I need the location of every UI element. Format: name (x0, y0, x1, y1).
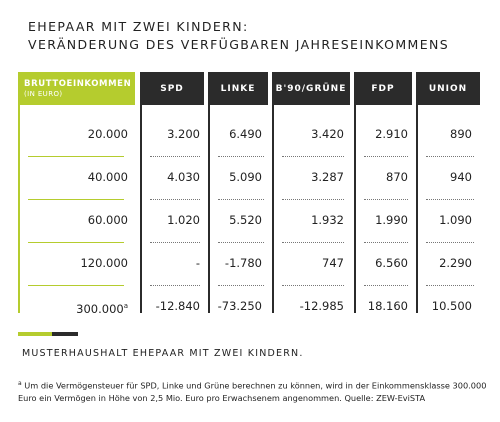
table-cell: 18.160 (367, 299, 408, 313)
chart-title: EHEPAAR MIT ZWEI KINDERN: VERÄNDERUNG DE… (28, 18, 449, 54)
row-separator (364, 285, 408, 286)
row-separator (218, 242, 264, 243)
table-cell: 2.290 (439, 256, 472, 270)
table-cell: 5.520 (229, 213, 262, 227)
table-cell: 1.020 (167, 213, 200, 227)
row-separator (150, 285, 200, 286)
row-separator (28, 156, 124, 157)
col-line-income (18, 105, 20, 313)
table-cell: 3.420 (311, 127, 344, 141)
col-line-union (416, 105, 418, 313)
row-label: 40.000 (87, 170, 128, 184)
row-label: 300.000a (76, 301, 128, 316)
table-cell: 1.090 (439, 213, 472, 227)
header-income-label: BRUTTOEINKOMMEN (24, 78, 132, 89)
row-separator (28, 242, 124, 243)
footnote-text: Um die Vermögensteuer für SPD, Linke und… (18, 380, 487, 404)
row-separator (28, 199, 124, 200)
row-separator (364, 199, 408, 200)
table-cell: 2.910 (375, 127, 408, 141)
table-cell: 747 (322, 256, 344, 270)
table-cell: 940 (450, 170, 472, 184)
table-cell: 4.030 (167, 170, 200, 184)
row-separator (426, 199, 474, 200)
col-line-fdp (354, 105, 356, 313)
legend-bar-dark (52, 332, 78, 336)
header-income-unit: (IN EURO) (24, 89, 63, 98)
row-separator (218, 199, 264, 200)
title-line-1: EHEPAAR MIT ZWEI KINDERN: (28, 19, 249, 34)
caption: MUSTERHAUSHALT EHEPAAR MIT ZWEI KINDERN. (22, 348, 304, 359)
row-separator (426, 242, 474, 243)
header-fdp: FDP (354, 72, 412, 105)
table-cell: 890 (450, 127, 472, 141)
table-cell: 1.990 (375, 213, 408, 227)
row-separator (150, 199, 200, 200)
row-separator (282, 199, 344, 200)
footnote: a Um die Vermögensteuer für SPD, Linke u… (18, 378, 488, 405)
row-separator (364, 156, 408, 157)
col-line-gruene (272, 105, 274, 313)
table-cell: -1.780 (224, 256, 262, 270)
header-union: UNION (416, 72, 480, 105)
row-separator (426, 156, 474, 157)
row-separator (218, 156, 264, 157)
title-line-2: VERÄNDERUNG DES VERFÜGBAREN JAHRESEINKOM… (28, 37, 450, 52)
row-separator (426, 285, 474, 286)
table-cell: -12.985 (299, 299, 344, 313)
col-line-spd (140, 105, 142, 313)
row-separator (364, 242, 408, 243)
row-label: 120.000 (80, 256, 128, 270)
row-separator (150, 242, 200, 243)
table-cell: -12.840 (155, 299, 200, 313)
row-separator (282, 285, 344, 286)
table-cell: 3.287 (311, 170, 344, 184)
row-separator (218, 285, 264, 286)
header-linke: LINKE (208, 72, 268, 105)
row-label: 20.000 (87, 127, 128, 141)
table-cell: 6.560 (375, 256, 408, 270)
row-separator (282, 156, 344, 157)
table-cell: -73.250 (217, 299, 262, 313)
table-cell: 1.932 (311, 213, 344, 227)
row-separator (28, 285, 124, 286)
table-cell: - (195, 256, 200, 270)
header-gruene: B'90/GRÜNE (272, 72, 350, 105)
table-cell: 10.500 (431, 299, 472, 313)
table-cell: 5.090 (229, 170, 262, 184)
table-cell: 6.490 (229, 127, 262, 141)
legend-bar-green (18, 332, 52, 336)
table-cell: 3.200 (167, 127, 200, 141)
header-spd: SPD (140, 72, 204, 105)
col-line-linke (208, 105, 210, 313)
header-income: BRUTTOEINKOMMEN (IN EURO) (18, 72, 135, 105)
row-separator (282, 242, 344, 243)
footnote-mark: a (18, 380, 22, 387)
row-separator (150, 156, 200, 157)
table-cell: 870 (386, 170, 408, 184)
row-label: 60.000 (87, 213, 128, 227)
